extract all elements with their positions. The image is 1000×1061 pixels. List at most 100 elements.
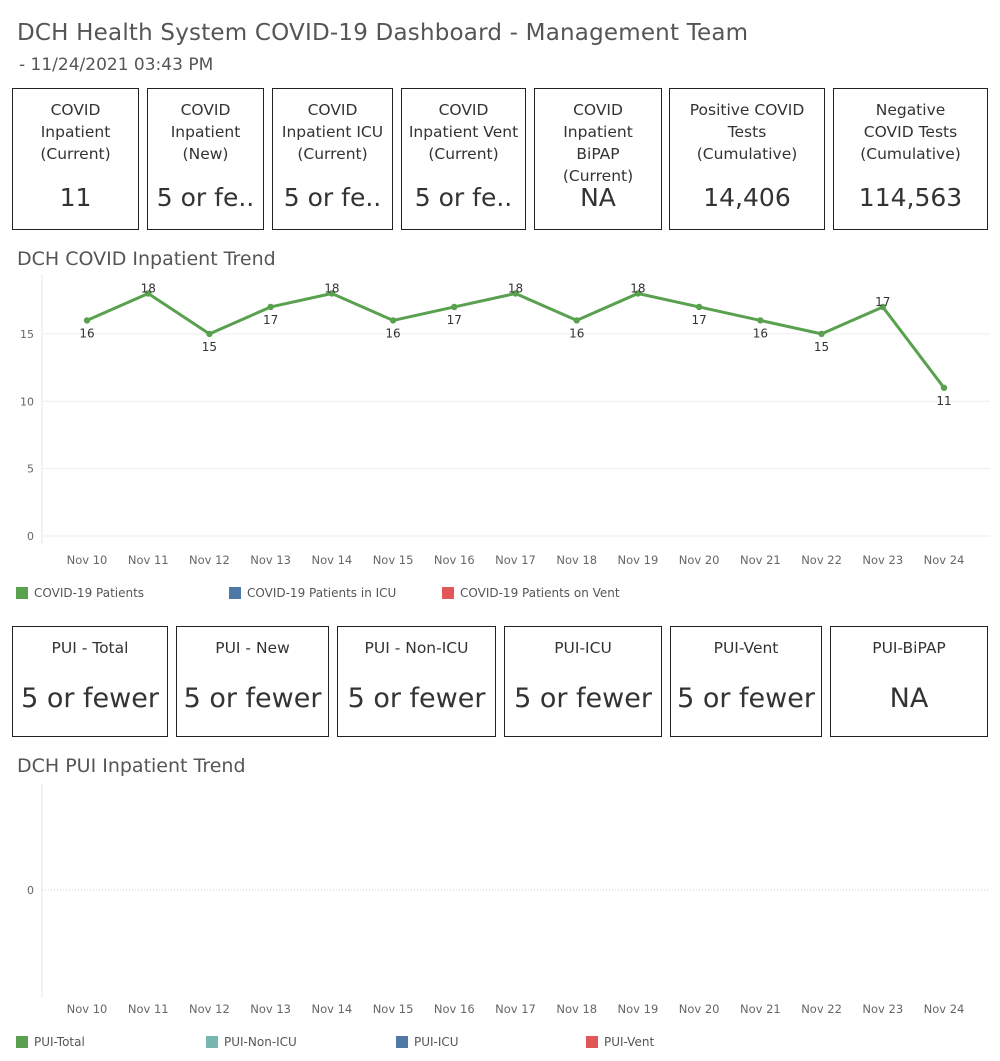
x-tick-label: Nov 17 (495, 553, 536, 567)
kpi-positive-covid-tests[interactable]: Positive COVID Tests (Cumulative) 14,406 (669, 88, 825, 230)
data-label: 18 (141, 281, 156, 295)
kpi-pui-icu[interactable]: PUI-ICU 5 or fewer (504, 626, 662, 737)
data-label: 16 (79, 326, 94, 340)
x-tick-label: Nov 24 (924, 553, 965, 567)
legend-swatch (16, 587, 28, 599)
legend-item[interactable]: COVID-19 Patients in ICU (229, 586, 396, 600)
data-label: 15 (814, 340, 829, 354)
kpi-value: 11 (59, 183, 92, 212)
data-point[interactable] (328, 290, 336, 297)
x-tick-label: Nov 13 (250, 553, 291, 567)
data-point[interactable] (634, 290, 642, 297)
x-tick-label: Nov 14 (311, 1002, 352, 1016)
legend-label: COVID-19 Patients in ICU (247, 586, 397, 600)
data-point[interactable] (757, 317, 764, 324)
page-timestamp: - 11/24/2021 03:43 PM (19, 55, 214, 75)
y-tick-label: 10 (20, 395, 34, 408)
x-tick-label: Nov 16 (434, 1002, 475, 1016)
kpi-pui-new[interactable]: PUI - New 5 or fewer (176, 626, 329, 737)
x-tick-label: Nov 23 (862, 553, 903, 567)
data-label: 17 (692, 313, 707, 327)
x-tick-label: Nov 21 (740, 553, 781, 567)
legend-item[interactable]: PUI-Vent (586, 1035, 654, 1049)
data-point[interactable] (879, 303, 886, 311)
legend-label: PUI-Vent (604, 1035, 655, 1049)
kpi-label: PUI-BiPAP (872, 639, 946, 657)
x-tick-label: Nov 17 (495, 1002, 536, 1016)
data-label: 16 (569, 326, 584, 340)
legend-item[interactable]: COVID-19 Patients (16, 586, 144, 600)
data-point[interactable] (695, 303, 703, 311)
data-label: 18 (630, 281, 645, 295)
pui-trend-title: DCH PUI Inpatient Trend (17, 755, 246, 777)
kpi-label: COVID Inpatient Vent (Current) (408, 101, 519, 163)
kpi-covid-inpatient-icu[interactable]: COVID Inpatient ICU (Current) 5 or fe.. (272, 88, 393, 230)
data-label: 16 (385, 326, 400, 340)
y-tick-label: 0 (27, 530, 34, 543)
legend-swatch (442, 587, 454, 599)
data-point[interactable] (83, 317, 91, 324)
kpi-value: 14,406 (703, 183, 791, 212)
data-point[interactable] (451, 303, 458, 311)
legend-item[interactable]: COVID-19 Patients on Vent (442, 586, 620, 600)
data-label: 18 (324, 281, 339, 295)
data-label: 17 (263, 313, 278, 327)
kpi-value: 5 or fewer (677, 683, 815, 714)
x-tick-label: Nov 11 (128, 553, 169, 567)
kpi-pui-bipap[interactable]: PUI-BiPAP NA (830, 626, 988, 737)
x-tick-label: Nov 22 (801, 1002, 842, 1016)
legend-item[interactable]: PUI-ICU (396, 1035, 459, 1049)
data-label: 16 (753, 326, 768, 340)
kpi-negative-covid-tests[interactable]: Negative COVID Tests (Cumulative) 114,56… (833, 88, 988, 230)
data-label: 18 (508, 281, 523, 295)
legend-swatch (16, 1036, 28, 1048)
data-point[interactable] (267, 303, 274, 311)
legend-item[interactable]: PUI-Non-ICU (206, 1035, 297, 1049)
x-tick-label: Nov 10 (67, 553, 108, 567)
x-tick-label: Nov 15 (373, 553, 414, 567)
data-point[interactable] (940, 384, 948, 391)
x-tick-label: Nov 16 (434, 553, 475, 567)
legend-item[interactable]: PUI-Total (16, 1035, 85, 1049)
x-tick-label: Nov 20 (679, 553, 720, 567)
x-tick-label: Nov 12 (189, 1002, 230, 1016)
kpi-label: PUI - Non-ICU (364, 639, 469, 657)
data-point[interactable] (818, 330, 825, 338)
kpi-covid-inpatient-bipap[interactable]: COVID Inpatient BiPAP (Current) NA (534, 88, 662, 230)
kpi-pui-vent[interactable]: PUI-Vent 5 or fewer (670, 626, 822, 737)
kpi-value: 5 or fewer (347, 683, 486, 714)
x-tick-label: Nov 19 (618, 553, 659, 567)
x-tick-label: Nov 13 (250, 1002, 291, 1016)
kpi-label: COVID Inpatient (Current) (40, 101, 111, 163)
legend-label: PUI-ICU (414, 1035, 459, 1049)
kpi-covid-inpatient-new[interactable]: COVID Inpatient (New) 5 or fe.. (147, 88, 264, 230)
data-point[interactable] (206, 330, 213, 338)
legend-label: COVID-19 Patients (34, 586, 145, 600)
data-point[interactable] (389, 317, 397, 324)
data-point[interactable] (512, 290, 519, 297)
kpi-label: COVID Inpatient ICU (Current) (281, 101, 384, 163)
x-tick-label: Nov 21 (740, 1002, 781, 1016)
data-label: 11 (936, 394, 951, 408)
x-tick-label: Nov 24 (924, 1002, 965, 1016)
kpi-value: 114,563 (858, 183, 963, 212)
kpi-label: PUI - New (215, 639, 290, 657)
data-point[interactable] (145, 290, 152, 297)
legend-swatch (586, 1036, 598, 1048)
kpi-covid-inpatient-current[interactable]: COVID Inpatient (Current) 11 (12, 88, 139, 230)
kpi-pui-total[interactable]: PUI - Total 5 or fewer (12, 626, 168, 737)
legend-swatch (396, 1036, 408, 1048)
data-label: 15 (202, 340, 217, 354)
x-tick-label: Nov 12 (189, 553, 230, 567)
x-tick-label: Nov 10 (67, 1002, 108, 1016)
data-point[interactable] (573, 317, 580, 324)
legend-label: PUI-Total (34, 1035, 85, 1049)
kpi-covid-inpatient-vent[interactable]: COVID Inpatient Vent (Current) 5 or fe.. (401, 88, 526, 230)
kpi-pui-non-icu[interactable]: PUI - Non-ICU 5 or fewer (337, 626, 496, 737)
data-label: 17 (447, 313, 462, 327)
x-tick-label: Nov 23 (862, 1002, 903, 1016)
kpi-value: 5 or fe.. (414, 183, 513, 212)
x-tick-label: Nov 22 (801, 553, 842, 567)
kpi-value: 5 or fewer (21, 683, 159, 714)
page-title: DCH Health System COVID-19 Dashboard - M… (17, 20, 749, 46)
